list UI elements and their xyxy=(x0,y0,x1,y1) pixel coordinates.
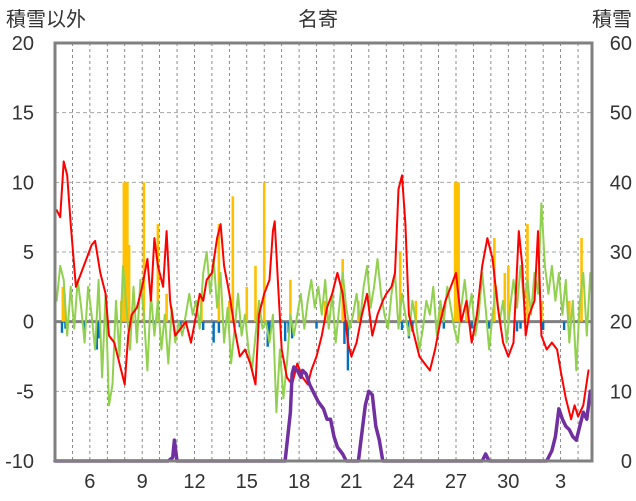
precip-bar xyxy=(398,252,402,322)
negative-bar xyxy=(442,321,446,329)
left-tick-label: -10 xyxy=(5,451,34,473)
x-tick-label: 27 xyxy=(445,471,467,493)
negative-bar xyxy=(400,321,404,331)
precip-bar xyxy=(465,307,468,322)
precip-bar xyxy=(165,293,168,322)
precip-bar xyxy=(568,300,571,322)
precip-bar xyxy=(126,182,129,322)
negative-bar xyxy=(64,321,67,329)
precip-bar xyxy=(526,224,529,322)
precip-bar xyxy=(142,182,146,322)
right-tick-label: 20 xyxy=(610,312,632,334)
x-tick-label: 6 xyxy=(84,471,95,493)
left-axis-title: 積雪以外 xyxy=(6,8,86,31)
wind-line xyxy=(55,202,592,414)
negative-bar xyxy=(268,321,271,336)
precip-bar xyxy=(127,245,131,322)
negative-bar xyxy=(95,321,99,350)
negative-bar xyxy=(562,321,566,331)
x-tick-label: 15 xyxy=(236,471,258,493)
right-tick-label: 10 xyxy=(610,381,632,403)
negative-bar xyxy=(217,321,221,333)
left-tick-label: 10 xyxy=(12,172,34,194)
x-tick-label: 30 xyxy=(497,471,519,493)
precip-bar xyxy=(455,182,459,322)
negative-bar xyxy=(283,321,287,342)
precip-bar xyxy=(503,272,507,322)
chart-title: 名寄 xyxy=(298,8,338,31)
negative-bar xyxy=(515,321,519,332)
negative-bar xyxy=(487,321,491,329)
left-tick-label: 15 xyxy=(12,103,34,125)
precip-bar xyxy=(457,182,460,322)
snow-depth-line xyxy=(53,365,593,463)
x-tick-label: 24 xyxy=(393,471,415,493)
temperature-line xyxy=(55,160,590,421)
x-tick-label: 3 xyxy=(555,471,566,493)
right-tick-label: 0 xyxy=(621,451,632,473)
x-tick-label: 18 xyxy=(288,471,310,493)
negative-bar xyxy=(541,321,545,331)
right-axis-title: 積雪 xyxy=(592,8,632,31)
precip-bar xyxy=(289,279,292,322)
precip-bar xyxy=(439,300,442,322)
precip-bar xyxy=(453,182,457,322)
grid xyxy=(55,43,592,461)
series-lines xyxy=(53,160,593,463)
x-tick-label: 9 xyxy=(137,471,148,493)
right-axis-ticks: 60 50 40 30 20 10 0 xyxy=(610,33,632,473)
frame-rect xyxy=(53,41,594,463)
left-tick-label: -5 xyxy=(16,381,34,403)
right-tick-label: 60 xyxy=(610,33,632,55)
right-tick-label: 40 xyxy=(610,172,632,194)
x-axis-ticks: 6 9 12 15 18 21 24 27 30 3 xyxy=(84,471,566,493)
precipitation-bars xyxy=(61,182,583,322)
right-tick-label: 30 xyxy=(610,242,632,264)
negative-bar xyxy=(315,321,318,329)
precip-bar xyxy=(124,182,127,322)
negative-bar xyxy=(519,321,522,329)
left-tick-label: 0 xyxy=(23,312,34,334)
precip-bar xyxy=(254,265,257,322)
x-tick-label: 21 xyxy=(340,471,362,493)
precip-bar xyxy=(414,300,418,322)
plot-frame xyxy=(53,41,594,463)
precip-bar xyxy=(231,196,235,322)
precip-bar xyxy=(217,224,221,322)
right-tick-label: 50 xyxy=(610,103,632,125)
left-tick-label: 5 xyxy=(23,242,34,264)
negative-bar xyxy=(97,321,100,339)
negative-bar xyxy=(212,321,215,343)
precip-bar xyxy=(245,286,249,322)
left-tick-label: 20 xyxy=(12,33,34,55)
precip-bar xyxy=(507,265,510,322)
precip-bar xyxy=(228,300,231,322)
negative-bar xyxy=(343,321,346,344)
left-axis-ticks: 20 15 10 5 0 -5 -10 xyxy=(5,33,34,473)
precip-bar xyxy=(323,300,327,322)
precip-bar xyxy=(61,286,65,322)
negative-bar xyxy=(201,321,205,331)
precip-bar xyxy=(156,224,160,322)
x-tick-label: 12 xyxy=(183,471,205,493)
negative-bar xyxy=(60,321,64,333)
precip-bar xyxy=(122,182,126,322)
precip-bar xyxy=(262,182,266,322)
negative-bar xyxy=(470,321,473,329)
